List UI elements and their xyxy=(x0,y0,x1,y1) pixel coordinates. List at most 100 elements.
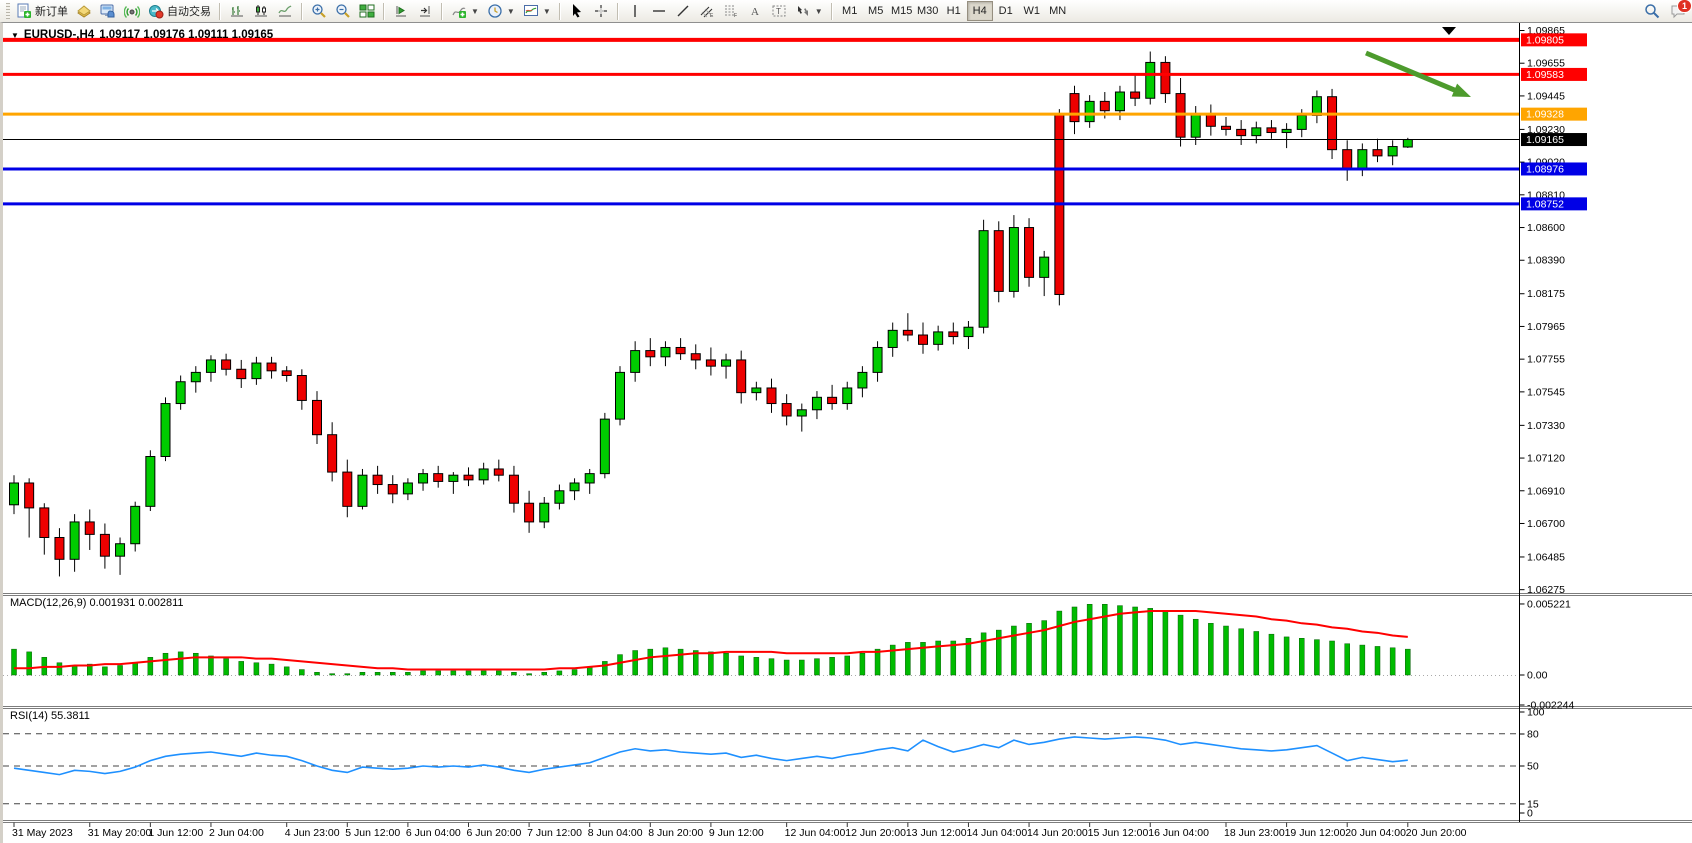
candle xyxy=(69,521,80,560)
candle xyxy=(827,396,838,405)
vertical-line-icon xyxy=(634,5,636,17)
macd-histogram-bar xyxy=(193,652,199,676)
arrows-button[interactable]: ▼ xyxy=(791,1,827,21)
text-button[interactable]: A xyxy=(743,1,767,21)
zoom-in-button[interactable] xyxy=(307,1,331,21)
timeframe-m5-button[interactable]: M5 xyxy=(863,1,889,21)
horizontal-line-button[interactable] xyxy=(647,1,671,21)
time-axis-label: 1 Jun 12:00 xyxy=(148,827,203,839)
chart-shift-marker-icon[interactable] xyxy=(1442,27,1456,35)
timeframe-m15-button[interactable]: M15 xyxy=(889,1,915,21)
new-order-icon xyxy=(17,3,31,18)
time-axis-label: 16 Jun 04:00 xyxy=(1148,827,1209,839)
candle xyxy=(1114,91,1125,112)
macd-histogram-bar xyxy=(1056,610,1063,676)
chart-canvas[interactable]: 1.098651.096551.094451.092301.090201.088… xyxy=(3,23,1692,843)
macd-histogram-bar xyxy=(102,666,108,676)
macd-axis-label: -0.002244 xyxy=(1527,700,1574,712)
macd-histogram-bar xyxy=(299,669,305,676)
macd-histogram-bar xyxy=(647,648,654,676)
price-axis-label: 1.07545 xyxy=(1527,386,1565,398)
macd-histogram-bar xyxy=(1299,638,1305,676)
macd-histogram-bar xyxy=(1283,636,1290,676)
crosshair-icon xyxy=(594,5,607,17)
timeframe-m1-button[interactable]: M1 xyxy=(837,1,863,21)
templates-button[interactable]: ▼ xyxy=(519,1,555,21)
timeframe-h1-button[interactable]: H1 xyxy=(941,1,967,21)
arrows-caret-icon: ▼ xyxy=(814,6,823,16)
candle xyxy=(342,471,353,507)
candle xyxy=(1236,128,1247,137)
trendline-button[interactable] xyxy=(671,1,695,21)
price-badge-label: 1.09805 xyxy=(1526,34,1564,46)
chart-background xyxy=(3,23,1692,843)
trend-arrow-annotation[interactable] xyxy=(1365,50,1461,95)
chart-dropdown-icon[interactable]: ▼ xyxy=(11,30,19,40)
notification-count-badge: 1 xyxy=(1676,0,1692,13)
macd-histogram-bar xyxy=(526,673,532,676)
notifications-button[interactable]: 1 xyxy=(1670,0,1692,19)
candle-chart-button[interactable] xyxy=(249,1,273,21)
text-label-button[interactable]: T xyxy=(767,1,791,21)
price-axis-label: 1.08600 xyxy=(1527,222,1565,234)
rsi-name: RSI(14) xyxy=(10,710,48,722)
macd-histogram-bar xyxy=(450,670,457,676)
macd-histogram-bar xyxy=(496,670,502,676)
timeframe-m30-button[interactable]: M30 xyxy=(915,1,941,21)
fibonacci-button[interactable]: F xyxy=(719,1,743,21)
macd-histogram-bar xyxy=(162,652,169,676)
vertical-line-button[interactable] xyxy=(623,1,647,21)
search-button[interactable] xyxy=(1640,1,1664,21)
candle xyxy=(1357,149,1368,171)
line-chart-button[interactable] xyxy=(273,1,297,21)
crosshair-button[interactable] xyxy=(589,1,613,21)
price-axis-label: 1.06700 xyxy=(1527,518,1565,530)
price-level-badge xyxy=(1521,162,1587,176)
cursor-button[interactable] xyxy=(565,1,589,21)
macd-histogram-bar xyxy=(1117,605,1123,676)
metaeditor-button[interactable] xyxy=(72,1,96,21)
chart-shift-button[interactable] xyxy=(413,1,437,21)
terminal-button[interactable] xyxy=(96,1,120,21)
macd-histogram-bar xyxy=(980,632,987,676)
candle xyxy=(205,359,216,373)
periods-button[interactable]: ▼ xyxy=(483,1,519,21)
macd-histogram-bar xyxy=(511,672,517,676)
toolbar-separator xyxy=(830,2,833,20)
current-price-badge xyxy=(1521,133,1587,147)
bar-chart-button[interactable] xyxy=(225,1,249,21)
candle xyxy=(99,533,110,557)
macd-values: 0.001931 0.002811 xyxy=(89,597,184,609)
timeframe-mn-button[interactable]: MN xyxy=(1045,1,1071,21)
macd-histogram-bar xyxy=(859,652,866,676)
timeframe-d1-button[interactable]: D1 xyxy=(993,1,1019,21)
rsi-line xyxy=(13,736,1408,776)
macd-histogram-bar xyxy=(283,666,290,676)
candle xyxy=(736,359,747,394)
timeframe-w1-button[interactable]: W1 xyxy=(1019,1,1045,21)
time-axis-label: 19 Jun 12:00 xyxy=(1285,827,1346,839)
candle xyxy=(842,387,853,405)
candle xyxy=(690,353,701,361)
auto-trading-button[interactable]: 自动交易 xyxy=(144,1,215,21)
zoom-out-button[interactable] xyxy=(331,1,355,21)
candle xyxy=(721,359,732,367)
price-axis-label: 1.09445 xyxy=(1527,90,1565,102)
signals-button[interactable] xyxy=(120,1,144,21)
timeframe-h4-button[interactable]: H4 xyxy=(966,1,993,21)
new-order-button[interactable]: 新订单 xyxy=(12,1,72,21)
candle xyxy=(175,381,186,405)
macd-histogram-bar xyxy=(1405,648,1411,676)
macd-histogram-bar xyxy=(1253,631,1260,676)
time-axis-label: 8 Jun 04:00 xyxy=(588,827,643,839)
indicators-button[interactable]: ▼ xyxy=(447,1,483,21)
toolbar-separator xyxy=(441,2,443,20)
macd-histogram-bar xyxy=(708,651,714,676)
equidistant-channel-button[interactable]: E xyxy=(695,1,719,21)
candle xyxy=(993,230,1004,292)
auto-scroll-button[interactable] xyxy=(389,1,413,21)
tile-windows-button[interactable] xyxy=(355,1,379,21)
macd-histogram-bar xyxy=(920,642,926,676)
macd-histogram-bar xyxy=(71,665,78,676)
auto-trading-icon xyxy=(149,5,164,19)
